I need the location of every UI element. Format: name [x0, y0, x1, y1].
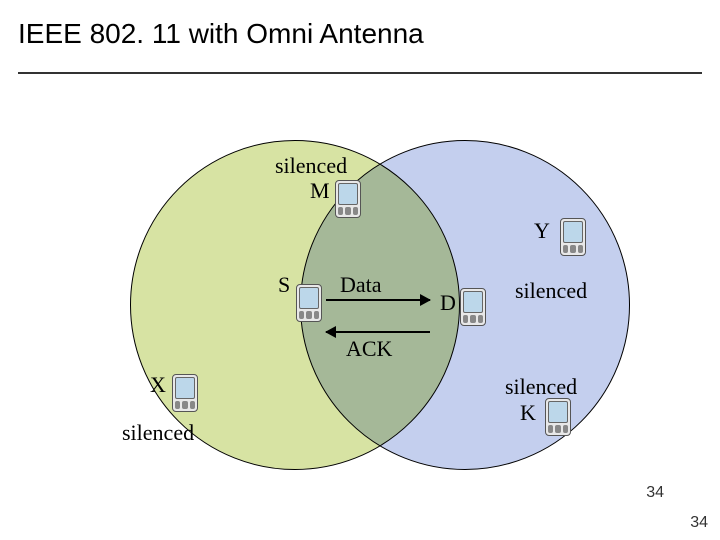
silenced-label-x: silenced [122, 420, 194, 446]
pda-icon [460, 288, 486, 326]
silenced-label-k: silenced [505, 374, 577, 400]
node-label-m: M [310, 178, 330, 204]
node-label-s: S [278, 272, 290, 298]
pda-icon [560, 218, 586, 256]
node-label-k: K [520, 400, 536, 426]
data-label: Data [340, 272, 382, 298]
page-number-outer: 34 [690, 514, 708, 532]
node-label-x: X [150, 372, 166, 398]
ack-label: ACK [346, 336, 392, 362]
pda-icon [335, 180, 361, 218]
pda-icon [545, 398, 571, 436]
pda-icon [296, 284, 322, 322]
silenced-label-m: silenced [275, 153, 347, 179]
diagram-stage: silenced M Y silenced S D Data ACK X sil… [0, 0, 720, 540]
pda-icon [172, 374, 198, 412]
node-label-y: Y [534, 218, 550, 244]
node-label-d: D [440, 290, 456, 316]
page-number-inner: 34 [646, 484, 664, 502]
silenced-label-y: silenced [515, 278, 587, 304]
